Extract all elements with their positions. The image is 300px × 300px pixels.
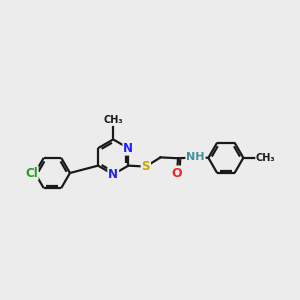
Text: CH₃: CH₃ (256, 153, 275, 163)
Text: CH₃: CH₃ (103, 115, 123, 125)
Text: N: N (123, 142, 133, 155)
Text: N: N (108, 168, 118, 181)
Text: O: O (172, 167, 182, 179)
Text: S: S (142, 160, 150, 173)
Text: Cl: Cl (25, 167, 38, 179)
Text: NH: NH (186, 152, 205, 162)
